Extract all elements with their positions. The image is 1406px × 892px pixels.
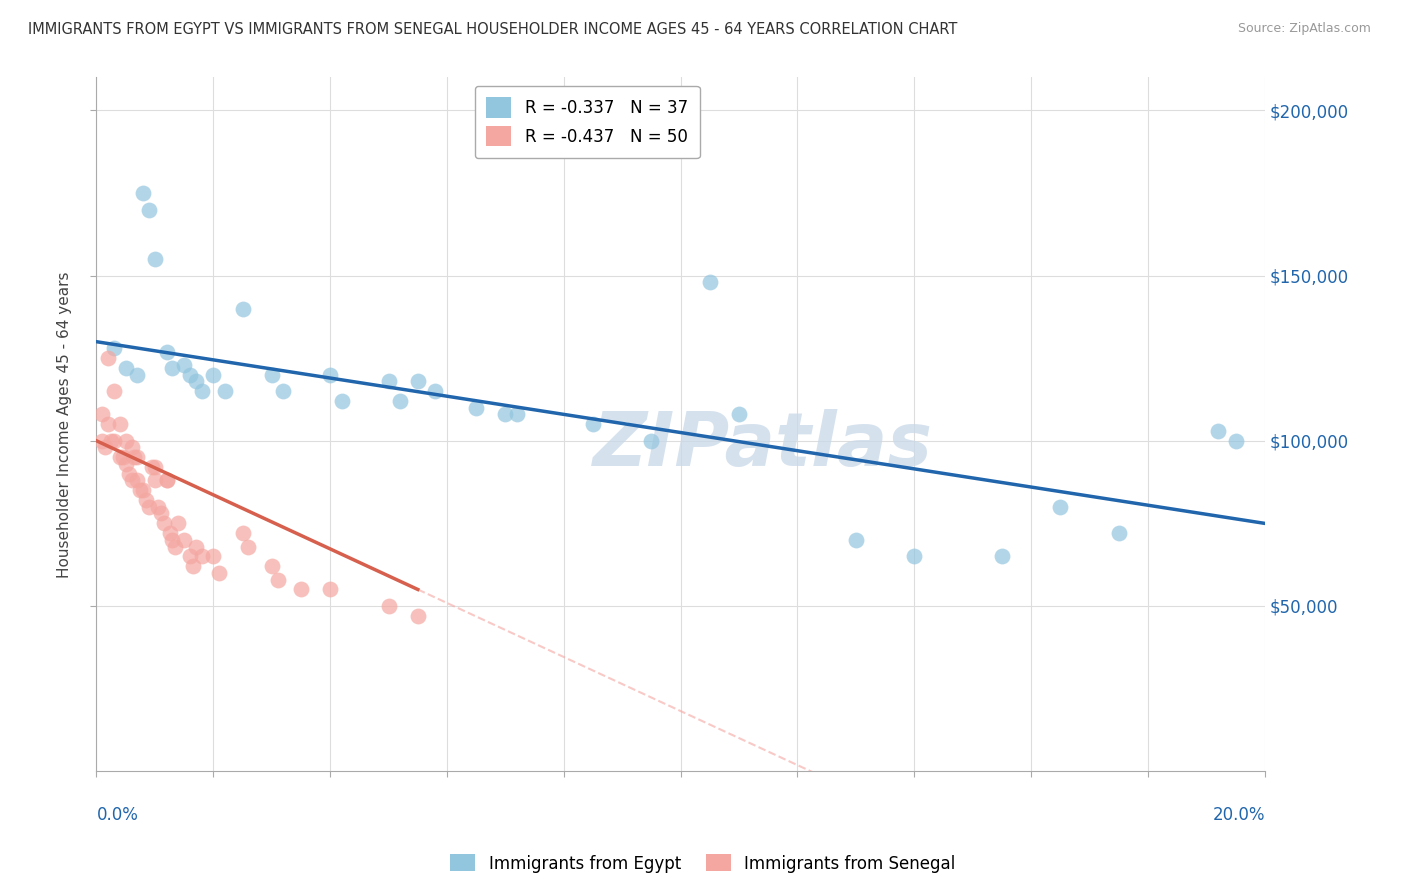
Point xyxy=(290,582,312,597)
Legend: R = -0.337   N = 37, R = -0.437   N = 50: R = -0.337 N = 37, R = -0.437 N = 50 xyxy=(475,86,700,158)
Point xyxy=(141,460,163,475)
Text: IMMIGRANTS FROM EGYPT VS IMMIGRANTS FROM SENEGAL HOUSEHOLDER INCOME AGES 45 - 64: IMMIGRANTS FROM EGYPT VS IMMIGRANTS FROM… xyxy=(28,22,957,37)
Point xyxy=(238,540,260,554)
Point xyxy=(190,384,212,399)
Point xyxy=(1206,424,1229,438)
Point xyxy=(260,559,283,574)
Point xyxy=(181,559,204,574)
Point xyxy=(143,474,166,488)
Point xyxy=(100,434,122,448)
Point xyxy=(155,474,177,488)
Point xyxy=(406,375,429,389)
Point xyxy=(260,368,283,382)
Point xyxy=(129,483,152,498)
Point xyxy=(231,301,253,316)
Point xyxy=(127,368,149,382)
Point xyxy=(121,441,143,455)
Point xyxy=(640,434,662,448)
Point xyxy=(465,401,488,415)
Point xyxy=(167,516,190,531)
Text: Source: ZipAtlas.com: Source: ZipAtlas.com xyxy=(1237,22,1371,36)
Point xyxy=(991,549,1014,564)
Point xyxy=(179,368,201,382)
Point xyxy=(845,533,868,547)
Point xyxy=(184,375,207,389)
Point xyxy=(1225,434,1247,448)
Point xyxy=(103,384,125,399)
Point xyxy=(114,434,136,448)
Point xyxy=(155,344,177,359)
Legend: Immigrants from Egypt, Immigrants from Senegal: Immigrants from Egypt, Immigrants from S… xyxy=(444,847,962,880)
Point xyxy=(494,408,516,422)
Point xyxy=(114,457,136,471)
Point xyxy=(190,549,212,564)
Point xyxy=(330,394,353,409)
Point xyxy=(173,358,195,372)
Point xyxy=(121,474,143,488)
Point xyxy=(127,474,149,488)
Point xyxy=(155,474,177,488)
Point xyxy=(506,408,529,422)
Point xyxy=(132,186,155,200)
Point xyxy=(149,507,172,521)
Point xyxy=(179,549,201,564)
Point xyxy=(319,368,342,382)
Point xyxy=(143,252,166,266)
Point xyxy=(319,582,342,597)
Point xyxy=(117,467,139,481)
Point xyxy=(1049,500,1071,514)
Point xyxy=(135,493,157,508)
Point xyxy=(124,450,146,465)
Point xyxy=(162,361,184,376)
Point xyxy=(162,533,184,547)
Point xyxy=(903,549,925,564)
Point xyxy=(184,540,207,554)
Point xyxy=(103,434,125,448)
Y-axis label: Householder Income Ages 45 - 64 years: Householder Income Ages 45 - 64 years xyxy=(58,271,72,577)
Point xyxy=(582,417,605,432)
Point xyxy=(202,368,225,382)
Point xyxy=(231,526,253,541)
Point xyxy=(165,540,187,554)
Point xyxy=(699,275,721,289)
Point xyxy=(389,394,412,409)
Point xyxy=(138,202,160,217)
Point xyxy=(97,351,120,366)
Point xyxy=(377,599,399,613)
Point xyxy=(214,384,236,399)
Point xyxy=(127,450,149,465)
Point xyxy=(173,533,195,547)
Point xyxy=(111,450,134,465)
Point xyxy=(138,500,160,514)
Text: 0.0%: 0.0% xyxy=(97,805,138,824)
Point xyxy=(425,384,447,399)
Point xyxy=(146,500,169,514)
Point xyxy=(91,434,114,448)
Point xyxy=(108,417,131,432)
Point xyxy=(1108,526,1130,541)
Point xyxy=(728,408,751,422)
Point xyxy=(114,361,136,376)
Point xyxy=(132,483,155,498)
Point xyxy=(152,516,174,531)
Point xyxy=(97,417,120,432)
Point xyxy=(406,608,429,623)
Point xyxy=(202,549,225,564)
Point xyxy=(377,375,399,389)
Point xyxy=(91,408,114,422)
Text: 20.0%: 20.0% xyxy=(1212,805,1265,824)
Point xyxy=(208,566,231,580)
Point xyxy=(266,573,288,587)
Point xyxy=(94,441,117,455)
Point xyxy=(159,526,181,541)
Text: ZIPatlas: ZIPatlas xyxy=(592,409,932,482)
Point xyxy=(103,341,125,355)
Point xyxy=(273,384,295,399)
Point xyxy=(108,450,131,465)
Point xyxy=(143,460,166,475)
